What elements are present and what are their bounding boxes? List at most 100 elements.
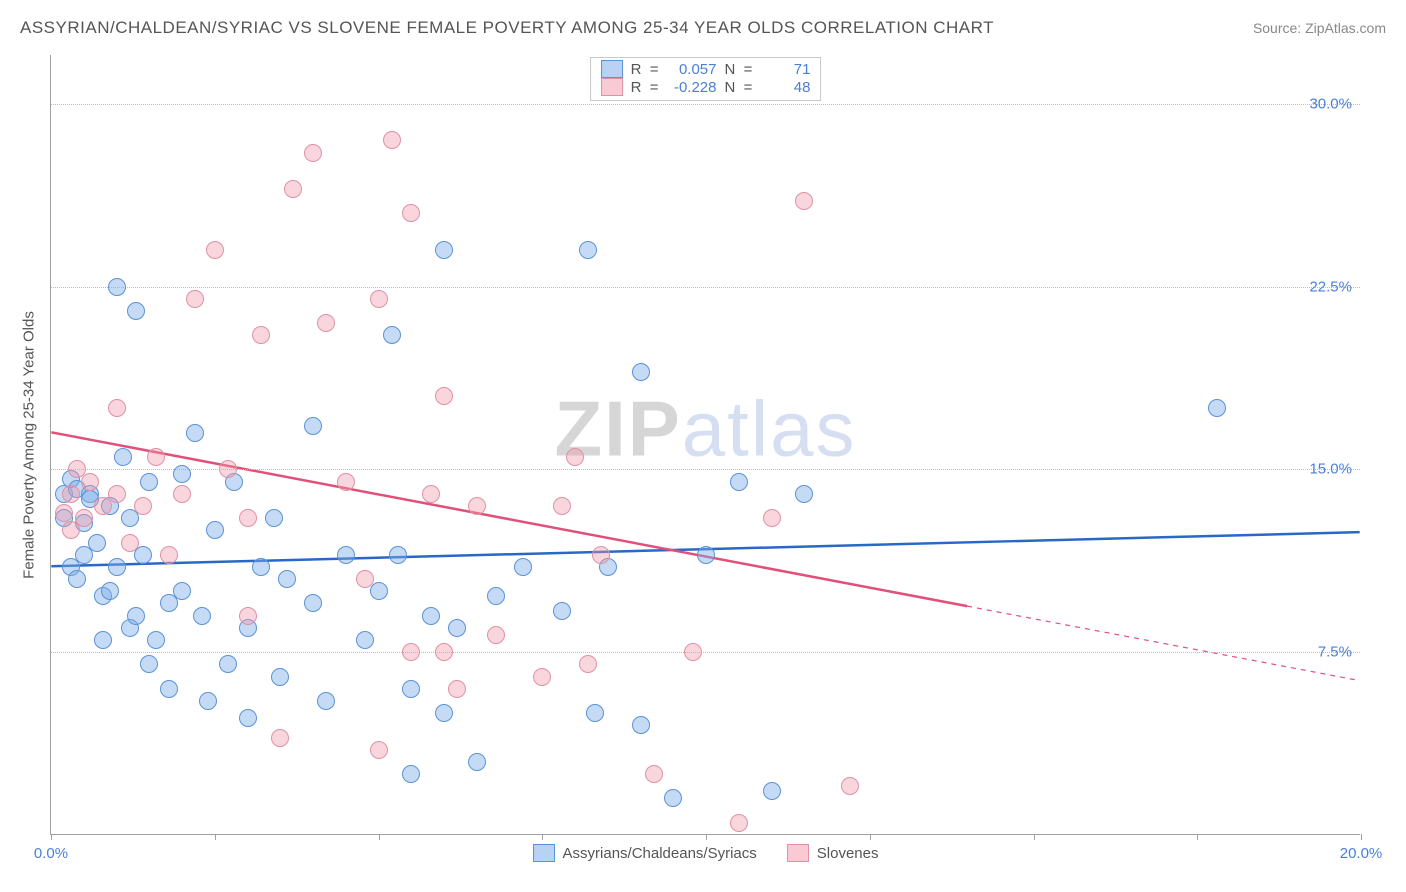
data-point-assyrians: [730, 473, 748, 491]
data-point-slovenes: [55, 504, 73, 522]
data-point-assyrians: [127, 302, 145, 320]
data-point-slovenes: [579, 655, 597, 673]
data-point-assyrians: [317, 692, 335, 710]
data-point-assyrians: [435, 241, 453, 259]
data-point-assyrians: [199, 692, 217, 710]
r-value-slovenes: -0.228: [667, 79, 717, 96]
data-point-slovenes: [730, 814, 748, 832]
data-point-slovenes: [356, 570, 374, 588]
data-point-slovenes: [121, 534, 139, 552]
x-tick: [51, 834, 52, 840]
data-point-slovenes: [304, 144, 322, 162]
regression-extrapolated-slovenes: [967, 606, 1359, 680]
data-point-slovenes: [841, 777, 859, 795]
data-point-assyrians: [193, 607, 211, 625]
data-point-assyrians: [160, 680, 178, 698]
x-tick: [870, 834, 871, 840]
data-point-slovenes: [147, 448, 165, 466]
legend-label-assyrians: Assyrians/Chaldeans/Syriacs: [563, 845, 757, 862]
data-point-assyrians: [389, 546, 407, 564]
y-tick-label: 30.0%: [1309, 95, 1352, 112]
gridline: [51, 104, 1360, 105]
data-point-assyrians: [579, 241, 597, 259]
data-point-slovenes: [487, 626, 505, 644]
data-point-assyrians: [68, 570, 86, 588]
n-label: N =: [725, 61, 753, 78]
correlation-legend: R = 0.057 N = 71 R = -0.228 N = 48: [590, 57, 822, 101]
data-point-assyrians: [514, 558, 532, 576]
data-point-slovenes: [186, 290, 204, 308]
data-point-assyrians: [356, 631, 374, 649]
data-point-assyrians: [1208, 399, 1226, 417]
x-tick: [1361, 834, 1362, 840]
data-point-slovenes: [448, 680, 466, 698]
data-point-slovenes: [402, 643, 420, 661]
r-label: R =: [631, 61, 659, 78]
data-point-slovenes: [252, 326, 270, 344]
data-point-slovenes: [468, 497, 486, 515]
data-point-slovenes: [383, 131, 401, 149]
data-point-assyrians: [632, 716, 650, 734]
data-point-assyrians: [337, 546, 355, 564]
y-tick-label: 22.5%: [1309, 278, 1352, 295]
data-point-slovenes: [763, 509, 781, 527]
y-tick-label: 15.0%: [1309, 461, 1352, 478]
data-point-slovenes: [206, 241, 224, 259]
chart-title: ASSYRIAN/CHALDEAN/SYRIAC VS SLOVENE FEMA…: [20, 18, 994, 38]
gridline: [51, 652, 1360, 653]
data-point-slovenes: [684, 643, 702, 661]
data-point-slovenes: [566, 448, 584, 466]
data-point-slovenes: [271, 729, 289, 747]
data-point-slovenes: [592, 546, 610, 564]
data-point-slovenes: [422, 485, 440, 503]
data-point-assyrians: [402, 765, 420, 783]
data-point-assyrians: [697, 546, 715, 564]
regression-slovenes: [51, 432, 967, 606]
data-point-assyrians: [664, 789, 682, 807]
data-point-slovenes: [284, 180, 302, 198]
data-point-assyrians: [88, 534, 106, 552]
y-tick-label: 7.5%: [1318, 644, 1352, 661]
data-point-assyrians: [140, 473, 158, 491]
gridline: [51, 469, 1360, 470]
data-point-slovenes: [435, 387, 453, 405]
legend-label-slovenes: Slovenes: [817, 845, 879, 862]
r-value-assyrians: 0.057: [667, 61, 717, 78]
data-point-assyrians: [127, 607, 145, 625]
data-point-slovenes: [81, 473, 99, 491]
data-point-slovenes: [75, 509, 93, 527]
data-point-assyrians: [108, 558, 126, 576]
data-point-slovenes: [795, 192, 813, 210]
data-point-slovenes: [402, 204, 420, 222]
data-point-assyrians: [553, 602, 571, 620]
scatter-plot: Female Poverty Among 25-34 Year Olds ZIP…: [50, 55, 1360, 835]
data-point-assyrians: [206, 521, 224, 539]
legend-row-assyrians: R = 0.057 N = 71: [601, 60, 811, 78]
data-point-slovenes: [160, 546, 178, 564]
legend-row-slovenes: R = -0.228 N = 48: [601, 78, 811, 96]
data-point-slovenes: [317, 314, 335, 332]
data-point-assyrians: [632, 363, 650, 381]
data-point-assyrians: [402, 680, 420, 698]
source-label: Source: ZipAtlas.com: [1253, 20, 1386, 36]
data-point-assyrians: [304, 417, 322, 435]
swatch-slovenes: [601, 78, 623, 96]
data-point-slovenes: [219, 460, 237, 478]
data-point-slovenes: [435, 643, 453, 661]
data-point-assyrians: [265, 509, 283, 527]
data-point-slovenes: [645, 765, 663, 783]
r-label: R =: [631, 79, 659, 96]
n-value-slovenes: 48: [760, 79, 810, 96]
x-tick: [1034, 834, 1035, 840]
data-point-assyrians: [383, 326, 401, 344]
data-point-assyrians: [422, 607, 440, 625]
x-tick-label: 0.0%: [34, 845, 68, 862]
data-point-slovenes: [108, 485, 126, 503]
data-point-assyrians: [173, 465, 191, 483]
data-point-assyrians: [173, 582, 191, 600]
data-point-assyrians: [252, 558, 270, 576]
legend-item-assyrians: Assyrians/Chaldeans/Syriacs: [533, 844, 757, 862]
data-point-assyrians: [795, 485, 813, 503]
legend-item-slovenes: Slovenes: [787, 844, 879, 862]
x-tick-label: 20.0%: [1340, 845, 1383, 862]
